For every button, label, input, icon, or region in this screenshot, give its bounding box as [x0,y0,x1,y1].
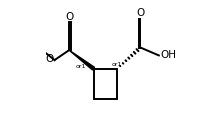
Text: O: O [136,8,145,18]
Text: O: O [66,12,74,22]
Text: OH: OH [160,50,176,60]
Polygon shape [69,50,95,70]
Text: or1: or1 [111,62,122,67]
Text: or1: or1 [76,64,86,69]
Text: O: O [45,54,53,64]
